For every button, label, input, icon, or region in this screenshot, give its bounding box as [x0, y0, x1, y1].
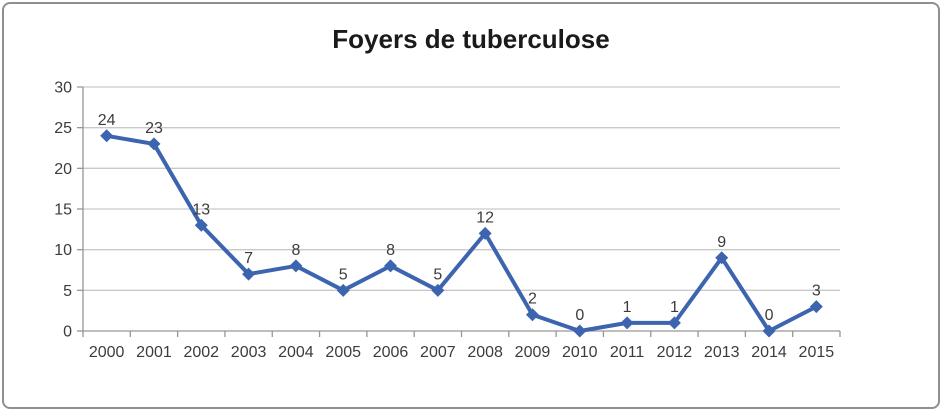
- data-label: 12: [476, 209, 494, 226]
- data-point-marker: [715, 251, 729, 265]
- data-point-marker: [242, 267, 256, 281]
- data-label: 5: [433, 266, 442, 283]
- y-axis-tick-label: 0: [63, 324, 72, 341]
- data-label: 23: [145, 120, 163, 137]
- data-label: 9: [717, 234, 726, 251]
- data-point-marker: [289, 259, 303, 273]
- x-axis-tick-label: 2012: [657, 344, 693, 361]
- x-axis-tick-label: 2014: [751, 344, 787, 361]
- data-point-marker: [194, 218, 208, 232]
- data-point-marker: [809, 300, 823, 314]
- data-label: 0: [575, 307, 584, 324]
- x-axis-tick-label: 2003: [231, 344, 267, 361]
- data-label: 5: [339, 266, 348, 283]
- data-point-marker: [336, 283, 350, 297]
- data-label: 24: [98, 112, 116, 129]
- x-axis-tick-label: 2007: [420, 344, 456, 361]
- chart-frame: Foyers de tuberculose 0 5 10 15 20 25 30 2000 20…: [2, 2, 940, 409]
- x-axis-tick-label: 2000: [89, 344, 125, 361]
- y-axis-tick-label: 25: [54, 120, 72, 137]
- data-point-marker: [147, 137, 161, 151]
- x-axis-tick-label: 2001: [136, 344, 172, 361]
- chart-title: Foyers de tuberculose: [332, 24, 610, 54]
- x-axis-tick-label: 2008: [467, 344, 503, 361]
- data-label: 1: [623, 299, 632, 316]
- x-axis-tick-label: 2011: [610, 344, 645, 361]
- data-point-marker: [525, 308, 539, 322]
- x-axis-tick-label: 2009: [515, 344, 551, 361]
- y-axis-tick-label: 20: [54, 161, 72, 178]
- y-axis-tick-label: 15: [54, 202, 72, 219]
- data-label: 8: [291, 242, 300, 259]
- y-axis-tick-label: 5: [63, 283, 72, 300]
- series-line: [104, 133, 819, 333]
- data-point-marker: [384, 259, 398, 273]
- y-axis-tick-label: 10: [54, 242, 72, 259]
- data-point-marker: [620, 316, 634, 330]
- data-label: 3: [812, 283, 821, 300]
- y-axis-tick-label: 30: [54, 80, 72, 97]
- x-axis-tick-label: 2005: [325, 344, 361, 361]
- data-point-marker: [573, 324, 587, 338]
- data-point-marker: [762, 324, 776, 338]
- x-axis-tick-label: 2002: [183, 344, 219, 361]
- x-axis-tick-label: 2010: [562, 344, 598, 361]
- data-label: 0: [765, 307, 774, 324]
- data-label: 13: [192, 201, 210, 218]
- x-axis-tick-label: 2006: [373, 344, 409, 361]
- data-label: 2: [528, 291, 537, 308]
- data-label: 7: [244, 250, 253, 267]
- data-point-marker: [667, 316, 681, 330]
- data-point-marker: [431, 283, 445, 297]
- data-point-marker: [478, 226, 492, 240]
- data-point-marker: [100, 129, 114, 143]
- x-axis-tick-label: 2013: [704, 344, 740, 361]
- x-axis-tick-label: 2004: [278, 344, 314, 361]
- data-label: 8: [386, 242, 395, 259]
- data-label: 1: [670, 299, 679, 316]
- x-axis-tick-label: 2015: [799, 344, 835, 361]
